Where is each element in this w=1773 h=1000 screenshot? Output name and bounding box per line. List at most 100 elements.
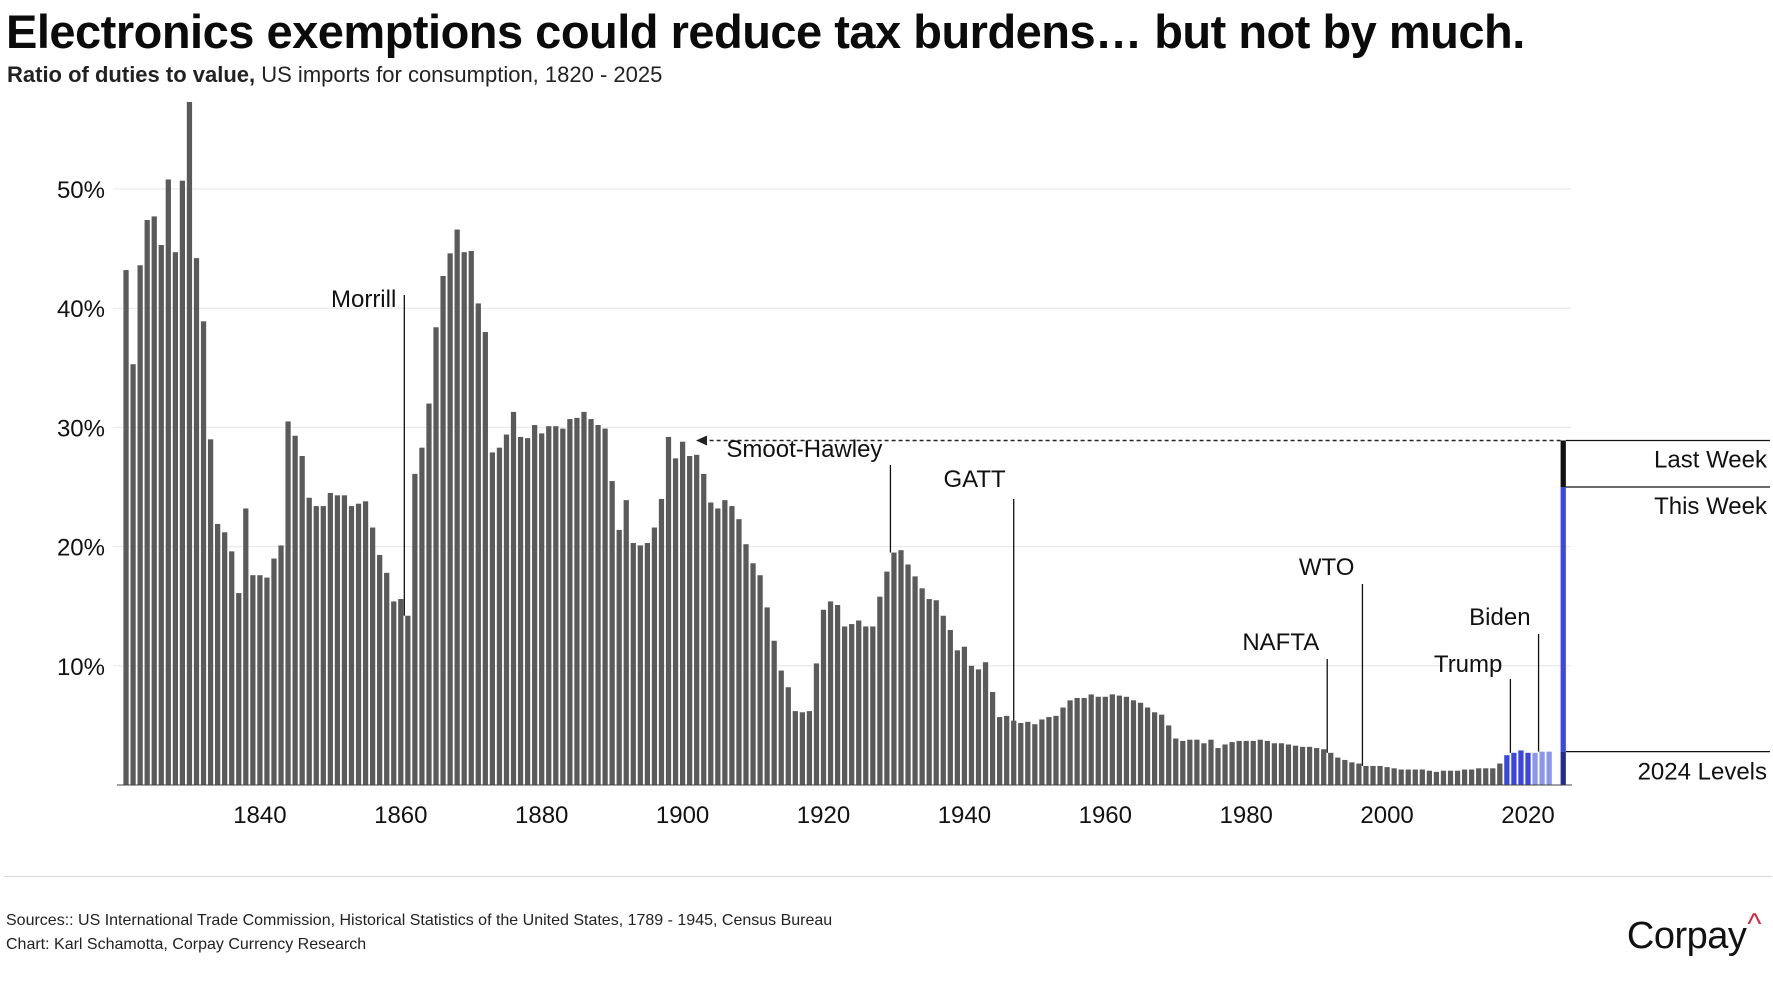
bar [278,545,284,785]
x-tick-label: 1900 [656,802,709,829]
chart-title: Electronics exemptions could reduce tax … [6,5,1525,58]
bar [1426,770,1432,785]
chart-credit-line: Chart: Karl Schamotta, Corpay Currency R… [6,936,367,953]
bar [1349,762,1355,785]
bar [778,670,784,785]
bar [1278,743,1285,785]
bar-2024-level [1560,751,1566,785]
bar [644,543,650,785]
annotation-label: Morrill [331,286,396,313]
bar [285,421,291,785]
comparison-arrowhead [696,435,707,446]
bar [616,529,622,785]
bar [1053,715,1059,785]
bar [884,571,890,785]
bar [1461,769,1468,785]
bar [123,270,129,785]
bar [341,495,348,785]
bar [1285,744,1292,785]
annotation-label: Smoot-Hawley [726,436,882,463]
bar [715,508,721,785]
brand-name: Corpay [1626,915,1747,957]
bar [1011,720,1017,785]
annotation-label: Biden [1469,604,1530,631]
bar [1511,752,1517,785]
bar [1088,694,1094,785]
bar [137,265,143,786]
bar [179,180,186,785]
bar [398,599,404,785]
y-tick-label: 10% [57,654,105,681]
bar [384,572,390,785]
bar [503,434,510,785]
bar [1208,739,1214,785]
bar [222,532,228,785]
bar [1123,696,1130,785]
bar [926,599,932,785]
bar [877,596,883,785]
bar [1405,769,1411,785]
bar [1250,740,1256,785]
bar [426,403,432,785]
bar [799,712,805,785]
bar [975,669,982,785]
bar [553,426,559,785]
bar [1447,770,1454,785]
x-tick-label: 2000 [1360,802,1413,829]
bar [1454,770,1461,785]
bar [517,436,524,785]
bar [1130,700,1137,785]
bar [820,609,827,785]
bar [1370,765,1376,785]
bar [574,417,580,785]
bar [1490,768,1496,785]
bar [1222,744,1228,785]
bar [588,419,594,785]
bar [1102,696,1108,785]
bar [1074,697,1080,785]
y-tick-label: 20% [57,535,105,562]
bar [1032,724,1038,785]
y-tick-label: 50% [57,177,105,204]
bar [299,456,305,785]
bar [560,428,566,785]
bar [1060,707,1066,785]
bar [757,575,763,785]
bar [764,607,770,785]
bar [1243,740,1249,785]
bar [891,552,897,785]
bar [637,545,643,785]
bar [482,332,488,785]
bar [567,419,573,785]
bar [701,473,707,785]
bar [1144,707,1151,785]
bar [524,438,531,785]
bar [1173,738,1179,785]
bar [461,252,467,785]
bar [447,253,453,786]
bar [257,575,263,785]
bar [1004,715,1010,785]
y-tick-label: 30% [57,415,105,442]
bar [1476,768,1482,785]
level-label: This Week [1654,493,1768,520]
x-tick-label: 1860 [374,802,427,829]
bar [954,650,960,785]
bar [215,523,221,785]
chart-subtitle: Ratio of duties to value, US imports for… [7,62,662,88]
bar [1546,751,1552,785]
bar [1483,768,1489,785]
bar [785,687,791,785]
bar [158,245,164,786]
bar [722,500,728,785]
bar [1321,749,1327,785]
bar [581,411,587,785]
bar [1271,743,1278,785]
bar [1335,757,1341,785]
bar [546,426,552,785]
bar [151,216,157,785]
bar [532,425,538,785]
bar [708,502,714,785]
bar [1299,746,1306,785]
bar [496,447,503,785]
